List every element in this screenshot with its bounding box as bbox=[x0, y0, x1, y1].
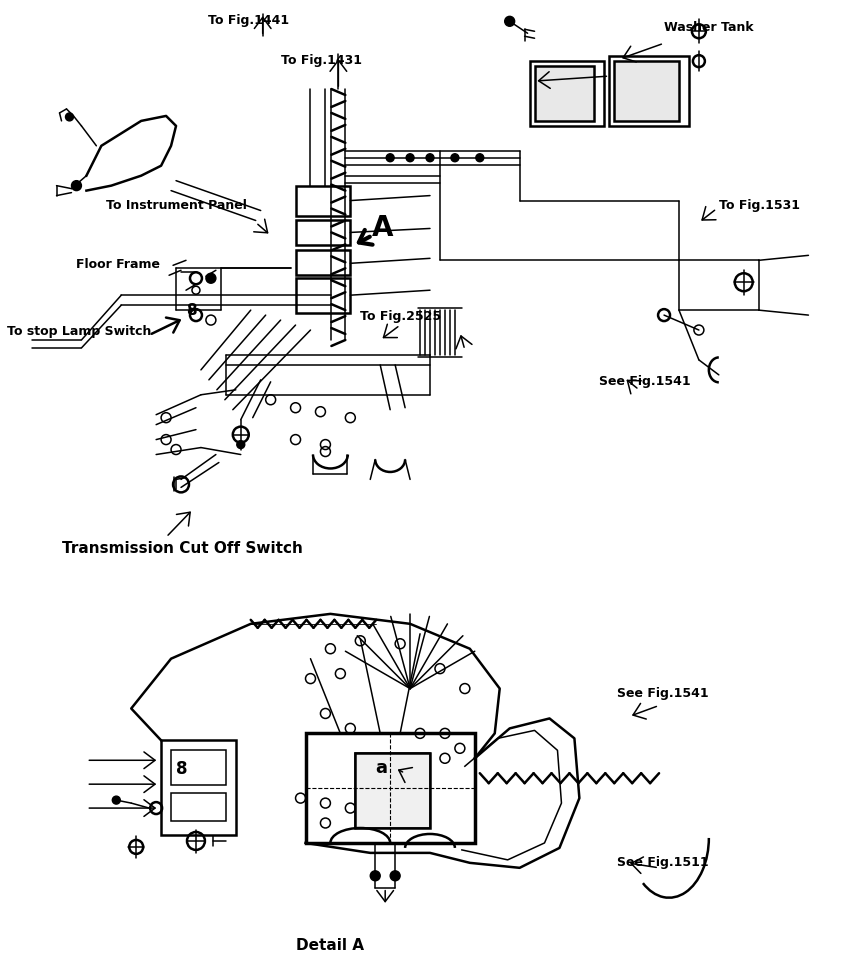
Text: Washer Tank: Washer Tank bbox=[664, 21, 753, 34]
Text: 8: 8 bbox=[186, 303, 196, 318]
Circle shape bbox=[451, 154, 459, 162]
Bar bbox=[535, 66, 594, 121]
Bar bbox=[356, 753, 430, 828]
Circle shape bbox=[387, 154, 394, 162]
Bar bbox=[610, 57, 689, 125]
Circle shape bbox=[370, 871, 381, 880]
Text: See Fig.1511: See Fig.1511 bbox=[617, 855, 709, 869]
Bar bbox=[295, 250, 350, 275]
Bar bbox=[295, 278, 350, 313]
Text: To Fig.2525: To Fig.2525 bbox=[360, 310, 442, 323]
Text: Detail A: Detail A bbox=[295, 938, 363, 952]
Text: A: A bbox=[372, 215, 393, 242]
Bar bbox=[614, 61, 679, 121]
Text: Floor Frame: Floor Frame bbox=[77, 259, 160, 271]
Circle shape bbox=[112, 796, 121, 804]
Circle shape bbox=[505, 16, 515, 26]
Circle shape bbox=[426, 154, 434, 162]
Text: To Instrument Panel: To Instrument Panel bbox=[106, 198, 247, 212]
Bar bbox=[356, 753, 430, 828]
Bar bbox=[295, 186, 350, 216]
Text: See Fig.1541: See Fig.1541 bbox=[617, 687, 709, 699]
Circle shape bbox=[237, 441, 245, 448]
Bar bbox=[306, 734, 474, 843]
Text: See Fig.1541: See Fig.1541 bbox=[599, 375, 691, 388]
Text: To Fig.1531: To Fig.1531 bbox=[719, 198, 800, 212]
Circle shape bbox=[65, 113, 73, 121]
Bar bbox=[295, 220, 350, 245]
Text: 8: 8 bbox=[176, 761, 188, 778]
Bar bbox=[171, 793, 226, 821]
Circle shape bbox=[406, 154, 414, 162]
Text: To stop Lamp Switch: To stop Lamp Switch bbox=[7, 325, 152, 338]
Circle shape bbox=[390, 871, 400, 880]
Bar bbox=[530, 61, 604, 125]
Text: Transmission Cut Off Switch: Transmission Cut Off Switch bbox=[61, 541, 302, 557]
Circle shape bbox=[71, 181, 82, 191]
Bar bbox=[171, 750, 226, 786]
Text: To Fig.1431: To Fig.1431 bbox=[281, 55, 362, 67]
Bar bbox=[161, 741, 236, 835]
Circle shape bbox=[476, 154, 484, 162]
Text: To Fig.1441: To Fig.1441 bbox=[208, 14, 289, 28]
Circle shape bbox=[206, 273, 216, 284]
Text: a: a bbox=[375, 760, 387, 777]
